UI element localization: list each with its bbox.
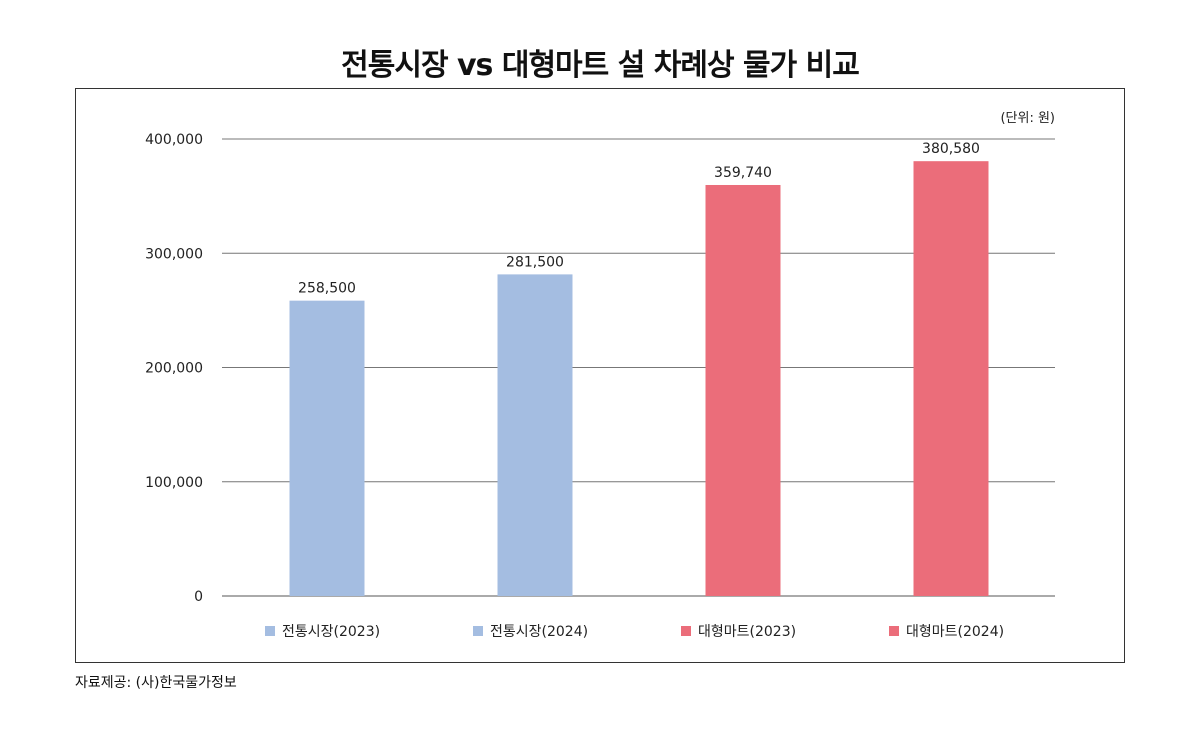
data-label: 281,500 <box>506 254 564 270</box>
data-label: 380,580 <box>922 141 980 157</box>
y-tick-label: 400,000 <box>145 132 203 148</box>
data-label: 359,740 <box>714 165 772 181</box>
legend-label: 대형마트(2023) <box>698 624 796 640</box>
y-tick-label: 100,000 <box>145 475 203 491</box>
bar <box>705 184 781 596</box>
data-label: 258,500 <box>298 281 356 297</box>
y-tick-label: 0 <box>194 589 203 605</box>
bar <box>289 300 365 596</box>
legend-label: 전통시장(2024) <box>490 624 588 640</box>
legend-label: 대형마트(2024) <box>906 624 1004 640</box>
y-tick-label: 200,000 <box>145 361 203 377</box>
source-note: 자료제공: (사)한국물가정보 <box>75 675 237 691</box>
chart-frame <box>75 88 1125 663</box>
legend-swatch <box>473 626 483 636</box>
legend-swatch <box>681 626 691 636</box>
unit-label: (단위: 원) <box>1000 111 1055 126</box>
chart-title: 전통시장 vs 대형마트 설 차례상 물가 비교 <box>341 48 860 83</box>
bar <box>913 161 989 596</box>
y-tick-label: 300,000 <box>145 246 203 262</box>
legend-label: 전통시장(2023) <box>282 624 380 640</box>
bar <box>497 274 573 596</box>
legend-swatch <box>265 626 275 636</box>
legend-swatch <box>889 626 899 636</box>
